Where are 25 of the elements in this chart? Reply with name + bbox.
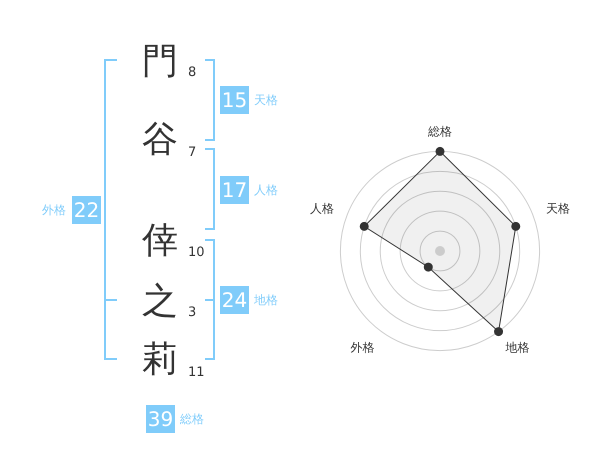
data-label: 10	[188, 245, 205, 260]
data-label: 22	[72, 196, 101, 224]
category-label: 外格	[42, 203, 66, 217]
category-label: 莉	[141, 339, 179, 380]
category-label: 倖	[141, 220, 179, 261]
data-label: 17	[220, 176, 249, 204]
category-label: 地格	[254, 293, 278, 307]
category-label: 之	[141, 281, 179, 322]
data-label: 8	[188, 65, 196, 80]
data-label: 7	[188, 145, 196, 160]
data-label: 15	[220, 86, 249, 114]
category-label: 天格	[254, 93, 278, 107]
category-label: 人格	[254, 183, 278, 197]
category-label: 谷	[141, 119, 179, 160]
data-label: 24	[220, 286, 249, 314]
data-label: 11	[188, 365, 205, 380]
spoke-label: 地格	[504, 340, 530, 355]
spoke-label: 人格	[310, 201, 334, 216]
spoke-label: 外格	[350, 340, 374, 355]
category-label: 総格	[180, 412, 204, 426]
data-label: 3	[188, 305, 196, 320]
spoke-label: 総格	[427, 124, 452, 138]
spoke-label: 天格	[546, 201, 570, 216]
category-label: 門	[141, 41, 179, 82]
data-label: 39	[146, 405, 175, 433]
